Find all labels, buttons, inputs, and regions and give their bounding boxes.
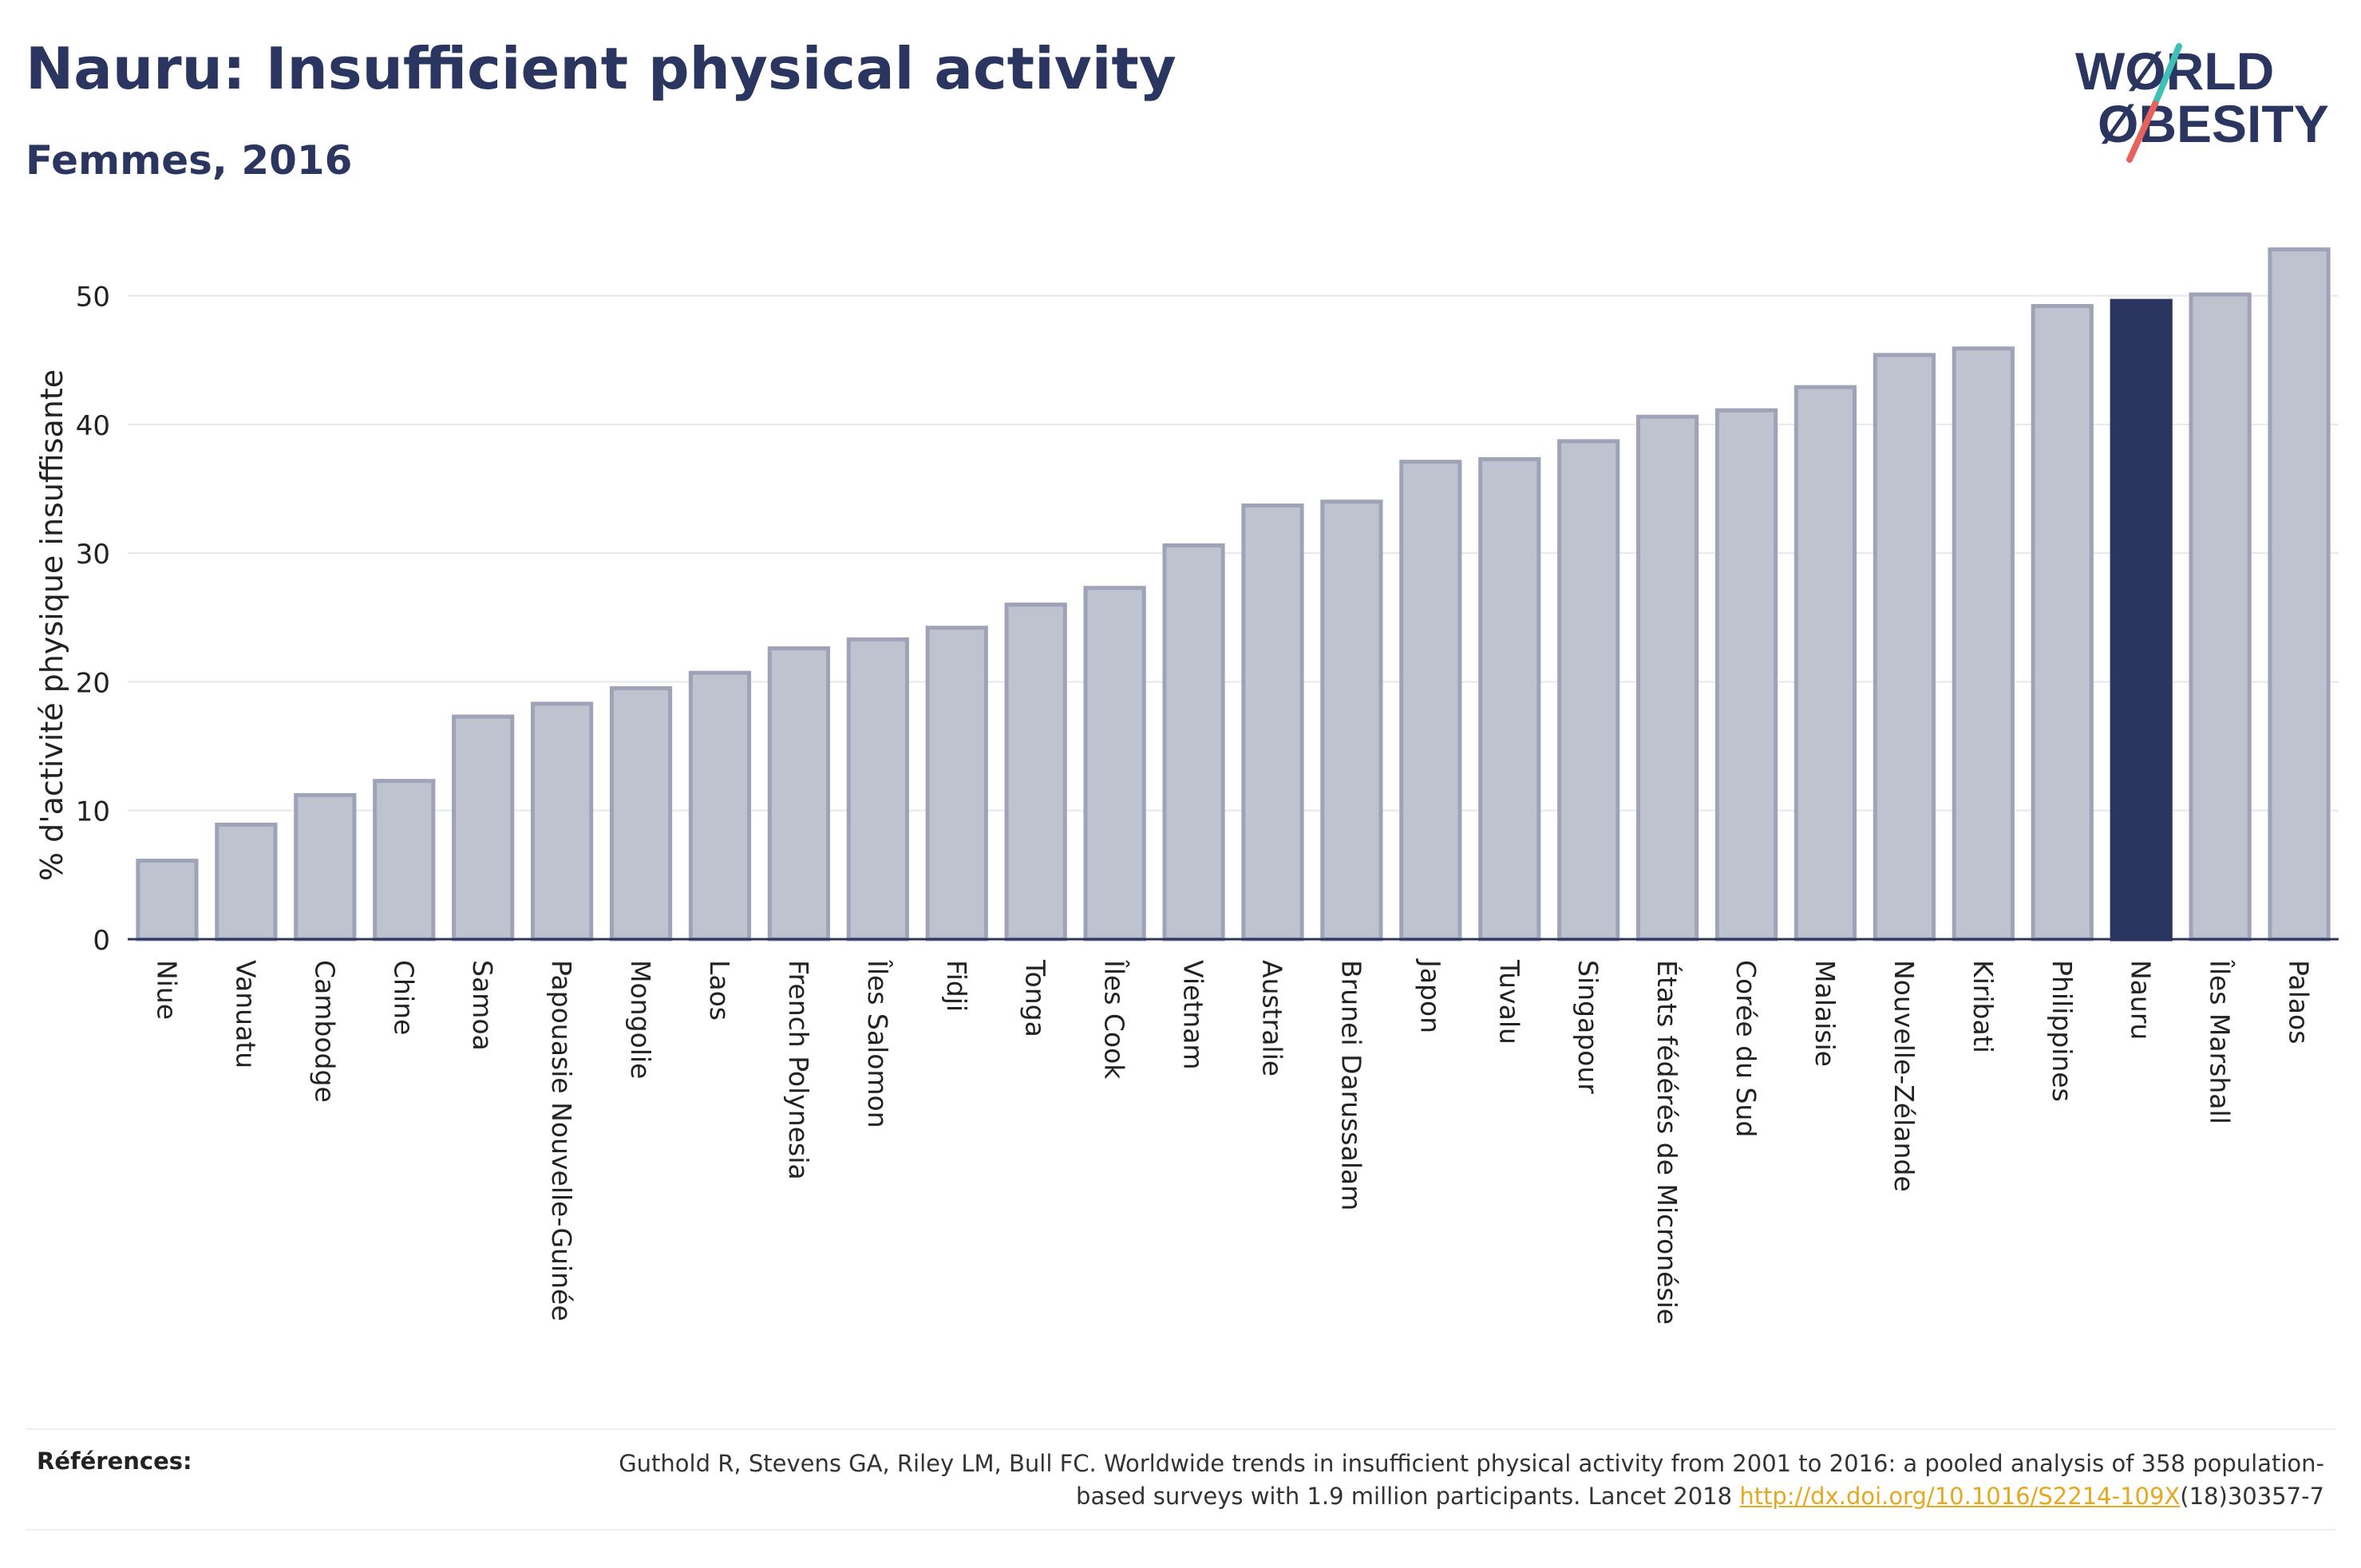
logo-slash-top [2152,43,2182,107]
y-axis-ticks: 0 10 20 30 40 50 [76,282,110,957]
references-doi-link[interactable]: http://dx.doi.org/10.1016/S2214-109X [1739,1483,2181,1510]
references-box: Références: Guthold R, Stevens GA, Riley… [26,1428,2335,1530]
chart-subtitle: Femmes, 2016 [26,137,353,184]
y-tick-label: 40 [76,410,110,442]
bar-nouvelle-zélande [1873,353,1936,942]
x-tick-label: Tonga [1020,959,1051,1037]
references-citation: Guthold R, Stevens GA, Riley LM, Bull FC… [619,1450,2324,1510]
x-tick-label: Brunei Darussalam [1335,960,1366,1211]
chart-title: Nauru: Insufficient physical activity [26,35,1177,102]
x-tick-label: Tuvalu [1493,959,1525,1045]
references-text: Guthold R, Stevens GA, Riley LM, Bull FC… [568,1448,2324,1513]
x-tick-label: Laos [704,960,735,1021]
bar-chine [373,779,436,942]
bar-chart: 0 10 20 30 40 50 Niue Vanuatu Cambodge Chine Samo… [34,247,2339,1325]
bar-palaos [2268,247,2331,942]
bar-papouasie-nouvelle-guinée [531,701,594,942]
x-tick-label: Cambodge [309,960,340,1103]
x-tick-label: Vietnam [1178,960,1209,1070]
y-axis-label: % d'activité physique insuffisante [34,369,69,881]
x-tick-label: Papouasie Nouvelle-Guinée [546,960,577,1321]
bar-brunei-darussalam [1320,500,1383,942]
bar-malaisie [1793,385,1857,942]
x-tick-label: Îles Marshall [2205,959,2236,1124]
bar-cambodge [294,792,357,942]
x-tick-label: Îles Cook [1099,959,1131,1080]
bar-mongolie [609,686,673,942]
x-tick-label: Philippines [2047,960,2078,1102]
bar-singapour [1557,439,1620,942]
bar-vietnam [1162,543,1225,942]
x-tick-label: Nouvelle-Zélande [1888,960,1920,1192]
x-tick-label: French Polynesia [783,960,814,1180]
x-tick-label: Nauru [2126,960,2157,1040]
x-tick-label: Australie [1256,960,1287,1076]
x-tick-label: Niue [151,960,182,1020]
y-tick-label: 20 [76,667,110,699]
bar-french-polynesia [767,646,830,942]
x-tick-label: Japon [1414,958,1445,1033]
world-obesity-logo: WØRLD ØBESITY [2075,41,2329,163]
x-tick-label: États fédérés de Micronésie [1651,960,1683,1325]
bar-samoa [452,714,515,942]
bars [136,247,2331,942]
bar-états-fédérés-de-micronésie [1636,414,1699,942]
x-tick-label: Corée du Sud [1730,960,1762,1137]
logo-slash-bottom [2126,101,2158,163]
x-tick-label: Samoa [467,960,498,1051]
bar-tonga [1004,602,1067,942]
bar-kiribati [1952,346,2015,942]
y-tick-label: 10 [76,796,110,828]
bar-australie [1241,504,1304,942]
bar-tuvalu [1478,456,1541,942]
bar-îles-salomon [846,637,909,942]
x-tick-label: Mongolie [625,960,656,1079]
y-tick-label: 0 [93,925,110,957]
x-tick-label: Vanuatu [230,960,261,1068]
bar-nauru [2110,298,2173,942]
x-tick-label: Malaisie [1809,960,1841,1067]
x-tick-label: Singapour [1572,960,1604,1094]
x-tick-label: Palaos [2284,960,2315,1044]
x-tick-label: Îles Salomon [862,959,894,1128]
bar-japon [1399,460,1462,942]
x-tick-label: Fidji [941,960,972,1012]
y-tick-label: 50 [76,282,110,314]
bar-corée-du-sud [1714,408,1778,942]
bar-philippines [2031,304,2094,942]
x-tick-label: Chine [388,960,419,1035]
x-tick-label: Kiribati [1968,960,1999,1053]
y-tick-label: 30 [76,539,110,571]
x-axis-labels: Niue Vanuatu Cambodge Chine Samoa Papouasie N… [151,958,2314,1325]
bar-îles-cook [1083,586,1146,942]
bar-niue [136,859,199,942]
bar-laos [688,670,752,942]
bar-îles-marshall [2189,292,2252,942]
bar-vanuatu [215,822,278,942]
references-label: Références: [37,1448,192,1475]
bar-fidji [925,626,988,942]
references-citation-end: (18)30357-7 [2180,1483,2324,1510]
